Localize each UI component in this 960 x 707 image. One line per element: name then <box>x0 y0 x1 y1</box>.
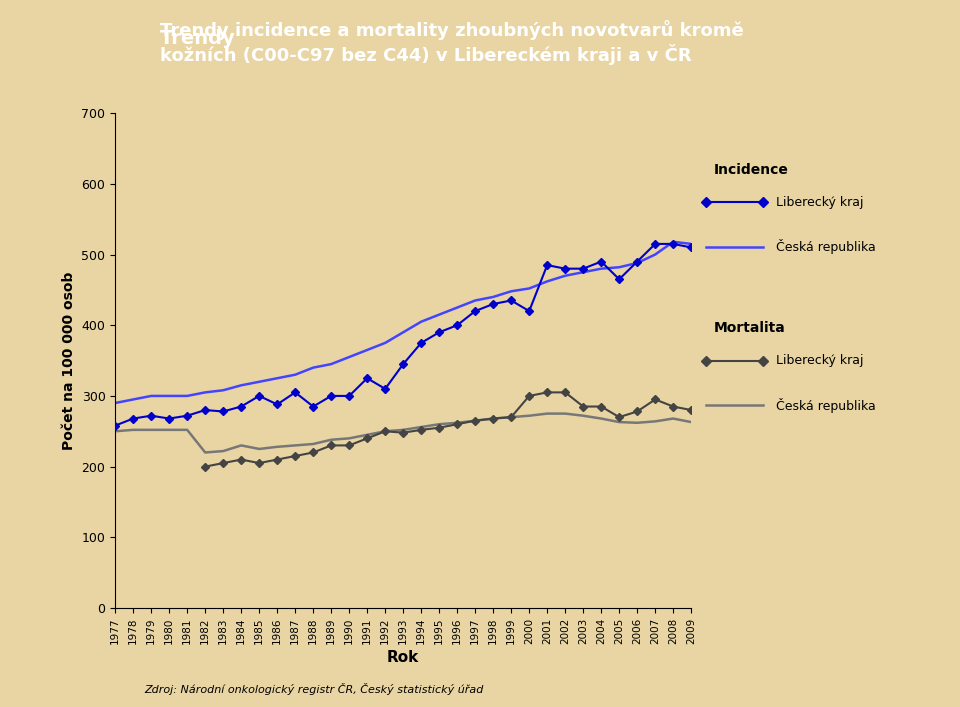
Text: Česká republika: Česká republika <box>776 397 876 413</box>
Text: Mortalita: Mortalita <box>713 321 785 335</box>
X-axis label: Rok: Rok <box>387 650 420 665</box>
Text: Trendy: Trendy <box>160 29 242 47</box>
Text: Česká republika: Česká republika <box>776 239 876 255</box>
Text: Zdroj: Národní onkologický registr ČR, Český statistický úřad: Zdroj: Národní onkologický registr ČR, Č… <box>144 683 484 695</box>
Text: Trendy incidence a mortality zhoubných novotvarů kromě
kožních (C00-C97 bez C44): Trendy incidence a mortality zhoubných n… <box>160 21 744 64</box>
Text: Liberecký kraj: Liberecký kraj <box>776 196 863 209</box>
Text: Liberecký kraj: Liberecký kraj <box>776 354 863 367</box>
Text: Incidence: Incidence <box>713 163 788 177</box>
Y-axis label: Počet na 100 000 osob: Počet na 100 000 osob <box>62 271 76 450</box>
